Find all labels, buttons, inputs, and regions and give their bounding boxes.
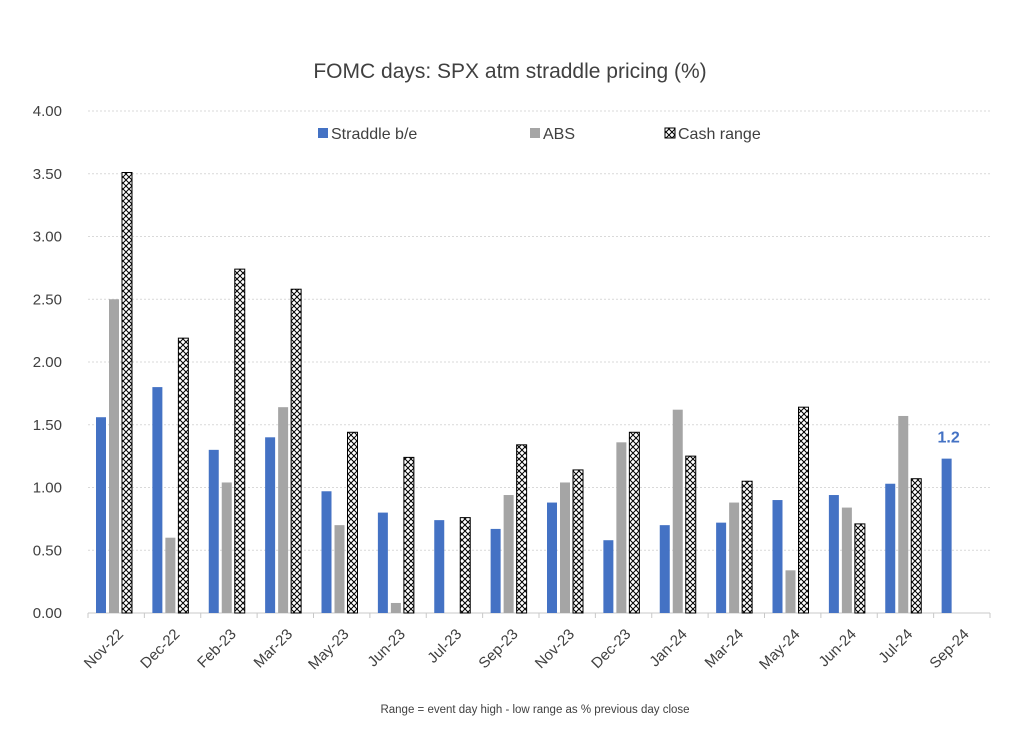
bar-straddle-b-e	[772, 500, 783, 613]
y-tick-label: 1.00	[33, 480, 62, 497]
x-tick-label: Nov-23	[532, 626, 578, 672]
x-tick-label: May-24	[756, 626, 803, 673]
x-tick-label: Dec-23	[588, 626, 634, 672]
bar-straddle-b-e	[152, 387, 163, 613]
x-axis-ticks: Nov-22 Dec-22 Feb-23 Mar-23 May-23 Jun-23 Jul-…	[81, 613, 991, 673]
y-axis-ticks: 0.00 0.50 1.00 1.50 2.00 2.50 3.00 3.50 4.00	[33, 103, 62, 622]
bar-cash-range	[628, 431, 640, 614]
x-tick-label: Jan-24	[646, 626, 690, 670]
x-tick-label: Sep-23	[475, 626, 521, 672]
x-tick-label: Jul-23	[424, 626, 465, 667]
bar-cash-range	[290, 288, 302, 614]
y-tick-label: 2.00	[33, 354, 62, 371]
bar-cash-range	[572, 469, 584, 614]
bar-straddle-b-e	[377, 512, 388, 613]
bar-straddle-b-e	[941, 458, 952, 613]
bar-abs	[898, 415, 909, 613]
x-tick-label: May-23	[305, 626, 352, 673]
legend-swatch	[530, 128, 540, 138]
x-tick-label: Mar-23	[251, 626, 297, 672]
bar-abs	[841, 507, 852, 613]
bar-abs	[334, 525, 345, 613]
bar-cash-range	[177, 337, 189, 614]
x-tick-label: Mar-24	[702, 626, 748, 672]
bar-cash-range	[516, 444, 528, 614]
bar-straddle-b-e	[321, 491, 332, 613]
legend-label: Cash range	[678, 126, 761, 143]
x-tick-label: Nov-22	[81, 626, 127, 672]
bars	[96, 171, 952, 614]
y-tick-label: 0.00	[33, 605, 62, 622]
y-tick-label: 0.50	[33, 542, 62, 559]
bar-straddle-b-e	[434, 520, 445, 613]
y-tick-label: 2.50	[33, 291, 62, 308]
bar-abs	[278, 407, 289, 613]
legend-label: Straddle b/e	[331, 126, 417, 143]
bar-abs	[221, 482, 232, 613]
bar-cash-range	[798, 406, 809, 614]
bar-cash-range	[234, 268, 246, 614]
bar-cash-range	[459, 517, 471, 614]
bar-cash-range	[347, 431, 358, 614]
bar-abs	[729, 502, 740, 613]
data-label: 1.2	[938, 430, 960, 447]
bar-straddle-b-e	[885, 483, 896, 613]
y-tick-label: 1.50	[33, 417, 62, 434]
annotations: 1.2	[938, 430, 960, 447]
x-tick-label: Dec-22	[137, 626, 183, 672]
x-tick-label: Jun-23	[364, 626, 408, 670]
bar-straddle-b-e	[490, 528, 501, 613]
bar-cash-range	[910, 478, 922, 614]
bar-cash-range	[741, 480, 753, 614]
bar-straddle-b-e	[547, 502, 557, 613]
bar-cash-range	[685, 455, 697, 614]
bar-straddle-b-e	[828, 495, 839, 613]
x-tick-label: Sep-24	[926, 626, 972, 672]
bar-cash-range	[121, 171, 133, 614]
bar-abs	[165, 537, 176, 613]
legend: Straddle b/e ABS Cash range	[318, 126, 761, 143]
bar-abs	[503, 495, 514, 613]
chart-footnote: Range = event day high - low range as % …	[380, 704, 689, 716]
x-tick-label: Feb-23	[194, 626, 240, 672]
bar-cash-range	[854, 523, 866, 614]
bar-straddle-b-e	[716, 522, 727, 613]
x-tick-label: Jul-24	[875, 626, 916, 667]
bar-cash-range	[403, 456, 415, 614]
bar-straddle-b-e	[659, 525, 670, 613]
y-tick-label: 3.00	[33, 229, 62, 246]
bar-abs	[672, 409, 683, 613]
x-tick-label: Jun-24	[815, 626, 859, 670]
legend-label: ABS	[543, 126, 575, 143]
y-tick-label: 3.50	[33, 166, 62, 183]
bar-abs	[109, 299, 119, 613]
y-tick-label: 4.00	[33, 103, 62, 120]
bar-straddle-b-e	[603, 540, 614, 613]
bar-straddle-b-e	[265, 437, 276, 613]
bar-straddle-b-e	[96, 417, 106, 613]
bar-abs	[560, 482, 570, 613]
chart-title: FOMC days: SPX atm straddle pricing (%)	[313, 60, 706, 83]
legend-swatch	[318, 128, 328, 138]
bar-straddle-b-e	[208, 449, 219, 613]
bar-abs	[616, 442, 627, 613]
bar-abs	[785, 570, 796, 613]
bar-abs	[390, 602, 401, 613]
legend-swatch	[664, 127, 676, 139]
